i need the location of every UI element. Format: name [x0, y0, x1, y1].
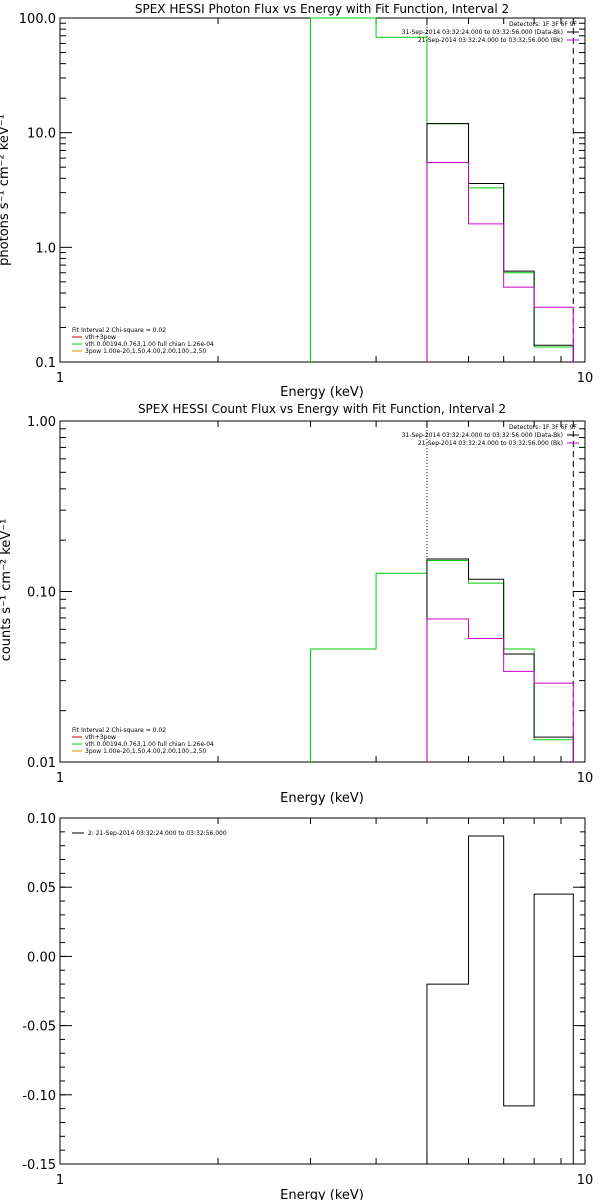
- x-tick-label: 1: [56, 371, 64, 386]
- x-tick-label: 1: [56, 771, 64, 786]
- x-tick-label: 10: [577, 771, 594, 786]
- legend-header: Detectors: 1F 3F 6F 9F: [509, 424, 578, 431]
- fit-legend-label: 3pow 1.00e-20,1.50,4.00,2.00,100.,2.50: [85, 348, 206, 355]
- photon-flux-series-1-step-line: [426, 123, 574, 362]
- photon-flux-panel: SPEX HESSI Photon Flux vs Energy with Fi…: [0, 2, 593, 400]
- count-flux-series: [309, 558, 574, 762]
- photon-flux-ticks: 0.1 1.0 10.0 100.0 1 10: [19, 12, 593, 386]
- residuals-x-axis-title: Energy (keV): [280, 1188, 364, 1200]
- x-tick-label: 1: [56, 1173, 64, 1188]
- y-tick-label: 1.00: [27, 415, 56, 430]
- photon-flux-title: SPEX HESSI Photon Flux vs Energy with Fi…: [135, 2, 509, 16]
- residuals-series-0-step-line: [426, 835, 574, 1164]
- fit-legend-label: vth 0.00194,0.763,1.00 full chian 1.26e-…: [85, 741, 214, 748]
- count-flux-x-axis-title: Energy (keV): [280, 791, 364, 806]
- y-tick-label: 0.10: [27, 812, 56, 827]
- fit-legend-label: 3pow 1.00e-20,1.50,4.00,2.00,100.,2.50: [85, 748, 206, 755]
- legend-header: Detectors: 1F 3F 6F 9F: [509, 21, 578, 28]
- y-tick-label: 0.1: [35, 356, 56, 371]
- fit-legend-label: vth+3pow: [85, 734, 116, 741]
- count-flux-legend-bottom: Fit Interval 2 Chi-square = 0.02vth+3pow…: [72, 727, 214, 755]
- photon-flux-reference-lines: [426, 18, 574, 362]
- count-flux-series-2-step-line: [426, 618, 574, 762]
- x-tick-label: 10: [577, 1173, 594, 1188]
- fit-legend-label: vth 0.00194,0.763,1.00 full chian 1.26e-…: [85, 341, 214, 348]
- photon-flux-plot-frame: [59, 17, 586, 363]
- legend-label: 31-Sep-2014 03:32:24.000 to 03:32:56.000…: [402, 432, 563, 439]
- legend-label: 21-Sep-2014 03:32:24.000 to 03:32:56.000…: [418, 37, 563, 44]
- count-flux-reference-lines: [426, 421, 574, 762]
- residuals-plot-frame: [59, 817, 586, 1165]
- y-tick-label: -0.10: [22, 1089, 56, 1104]
- y-tick-label: 0.05: [27, 881, 56, 896]
- y-tick-label: -0.15: [22, 1158, 56, 1173]
- residuals-panel: -0.15 -0.10 -0.05 0.00 0.05 0.10 1 10 Energy (k…: [22, 812, 593, 1200]
- legend-label: 2: 21-Sep-2014 03:32:24.000 to 03:32:56.…: [88, 830, 227, 837]
- y-tick-label: 10.0: [27, 127, 56, 142]
- y-tick-label: 100.0: [19, 12, 56, 27]
- fit-legend-header: Fit Interval 2 Chi-square = 0.02: [72, 327, 166, 334]
- legend-label: 31-Sep-2014 03:32:24.000 to 03:32:56.000…: [402, 29, 563, 36]
- residuals-ticks: -0.15 -0.10 -0.05 0.00 0.05 0.10 1 10: [22, 812, 593, 1188]
- y-tick-label: 0.01: [27, 756, 56, 771]
- count-flux-y-axis-title: counts s⁻¹ cm⁻² keV⁻¹: [0, 519, 14, 662]
- y-tick-label: 0.10: [27, 586, 56, 601]
- count-flux-title: SPEX HESSI Count Flux vs Energy with Fit…: [138, 402, 506, 416]
- photon-flux-y-axis-title: photons s⁻¹ cm⁻² keV⁻¹: [0, 114, 12, 266]
- count-flux-series-1-step-line: [426, 558, 574, 762]
- photon-flux-legend-bottom: Fit Interval 2 Chi-square = 0.02vth+3pow…: [72, 327, 214, 355]
- fit-legend-header: Fit Interval 2 Chi-square = 0.02: [72, 727, 166, 734]
- x-tick-label: 10: [577, 371, 594, 386]
- y-tick-label: 1.0: [35, 241, 56, 256]
- legend-label: 21-Sep-2014 03:32:24.000 to 03:32:56.000…: [418, 440, 563, 447]
- photon-flux-x-axis-title: Energy (keV): [280, 385, 364, 400]
- y-tick-label: -0.05: [22, 1020, 56, 1035]
- fit-legend-label: vth+3pow: [85, 334, 116, 341]
- y-tick-label: 0.00: [27, 950, 56, 965]
- residuals-legend-top: 2: 21-Sep-2014 03:32:24.000 to 03:32:56.…: [72, 830, 227, 837]
- photon-flux-series-2-step-line: [426, 161, 574, 362]
- photon-flux-series: [309, 17, 574, 362]
- residuals-series: [426, 835, 574, 1164]
- count-flux-panel: SPEX HESSI Count Flux vs Energy with Fit…: [0, 402, 593, 806]
- count-flux-plot-frame: [59, 420, 586, 763]
